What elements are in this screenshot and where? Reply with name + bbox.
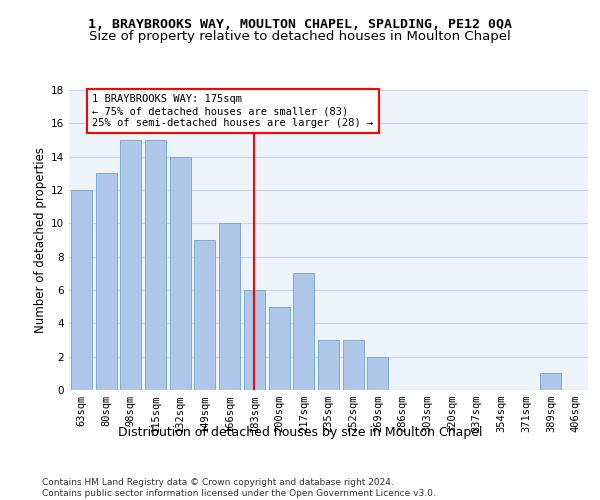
Text: 1, BRAYBROOKS WAY, MOULTON CHAPEL, SPALDING, PE12 0QA: 1, BRAYBROOKS WAY, MOULTON CHAPEL, SPALD… <box>88 18 512 30</box>
Bar <box>219 224 240 390</box>
Text: Contains HM Land Registry data © Crown copyright and database right 2024.
Contai: Contains HM Land Registry data © Crown c… <box>42 478 436 498</box>
Bar <box>541 374 562 390</box>
Text: Size of property relative to detached houses in Moulton Chapel: Size of property relative to detached ho… <box>89 30 511 43</box>
Bar <box>293 274 314 390</box>
Bar <box>367 356 388 390</box>
Bar <box>95 174 116 390</box>
Bar <box>244 290 265 390</box>
Bar <box>269 306 290 390</box>
Bar <box>71 190 92 390</box>
Text: 1 BRAYBROOKS WAY: 175sqm
← 75% of detached houses are smaller (83)
25% of semi-d: 1 BRAYBROOKS WAY: 175sqm ← 75% of detach… <box>92 94 374 128</box>
Y-axis label: Number of detached properties: Number of detached properties <box>34 147 47 333</box>
Bar <box>194 240 215 390</box>
Bar <box>145 140 166 390</box>
Bar <box>120 140 141 390</box>
Bar <box>343 340 364 390</box>
Text: Distribution of detached houses by size in Moulton Chapel: Distribution of detached houses by size … <box>118 426 482 439</box>
Bar <box>170 156 191 390</box>
Bar <box>318 340 339 390</box>
